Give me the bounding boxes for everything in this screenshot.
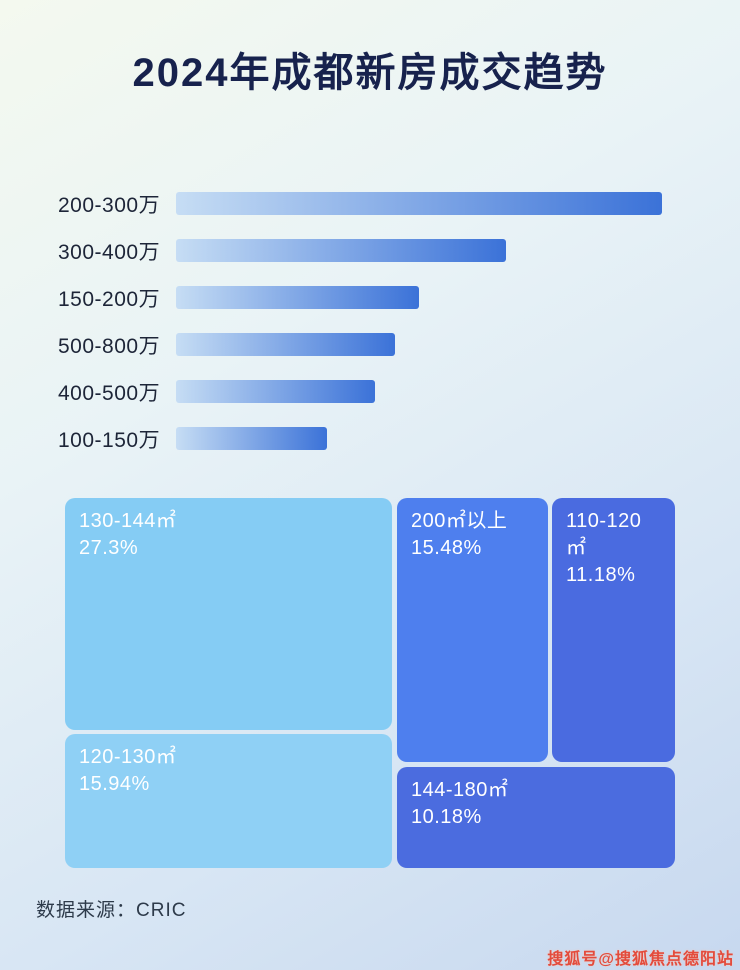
bar-category-label: 150-200万 (58, 287, 161, 311)
bar-row: 200-300万 (58, 180, 678, 227)
treemap-tile: 120-130㎡ 15.94% (65, 734, 392, 868)
tile-percent: 15.48% (411, 537, 482, 559)
bar-category-label: 100-150万 (58, 428, 161, 452)
bar-track (176, 427, 662, 450)
treemap-tile: 200㎡以上 15.48% (397, 498, 548, 762)
bar-track (176, 380, 662, 403)
tile-label: 120-130㎡ (79, 746, 177, 768)
tile-percent: 10.18% (411, 806, 482, 828)
bar-row: 500-800万 (58, 321, 678, 368)
treemap-tile: 110-120㎡ 11.18% (552, 498, 675, 762)
bar (176, 427, 327, 450)
tile-label: 200㎡以上 (411, 510, 508, 532)
tile-percent: 15.94% (79, 773, 150, 795)
bar (176, 380, 376, 403)
tile-label: 144-180㎡ (411, 779, 509, 801)
bar-row: 400-500万 (58, 368, 678, 415)
bar-category-label: 200-300万 (58, 193, 161, 217)
bar-chart: 200-300万 300-400万 150-200万 500-800万 400-500万… (58, 180, 678, 462)
tile-percent: 27.3% (79, 537, 139, 559)
treemap-tile: 144-180㎡ 10.18% (397, 767, 675, 868)
treemap-tile: 130-144㎡ 27.3% (65, 498, 392, 730)
page-title: 2024年成都新房成交趋势 (132, 51, 608, 95)
bar-category-label: 500-800万 (58, 334, 161, 358)
bar-track (176, 333, 662, 356)
bar (176, 192, 662, 215)
bar-track (176, 286, 662, 309)
bar-row: 300-400万 (58, 227, 678, 274)
bar (176, 239, 507, 262)
data-source: 数据来源：CRIC (36, 900, 187, 921)
bar-track (176, 192, 662, 215)
bar-track (176, 239, 662, 262)
watermark: 搜狐号@搜狐焦点德阳站 (547, 951, 734, 968)
bar-row: 150-200万 (58, 274, 678, 321)
tile-label: 110-120㎡ (566, 510, 642, 559)
bar-category-label: 300-400万 (58, 240, 161, 264)
bar (176, 286, 419, 309)
bar-category-label: 400-500万 (58, 381, 161, 405)
tile-percent: 11.18% (566, 564, 636, 586)
treemap-chart: 130-144㎡ 27.3% 200㎡以上 15.48% 110-120㎡ 11.18% 1… (65, 498, 675, 868)
tile-label: 130-144㎡ (79, 510, 177, 532)
bar-row: 100-150万 (58, 415, 678, 462)
bar (176, 333, 395, 356)
